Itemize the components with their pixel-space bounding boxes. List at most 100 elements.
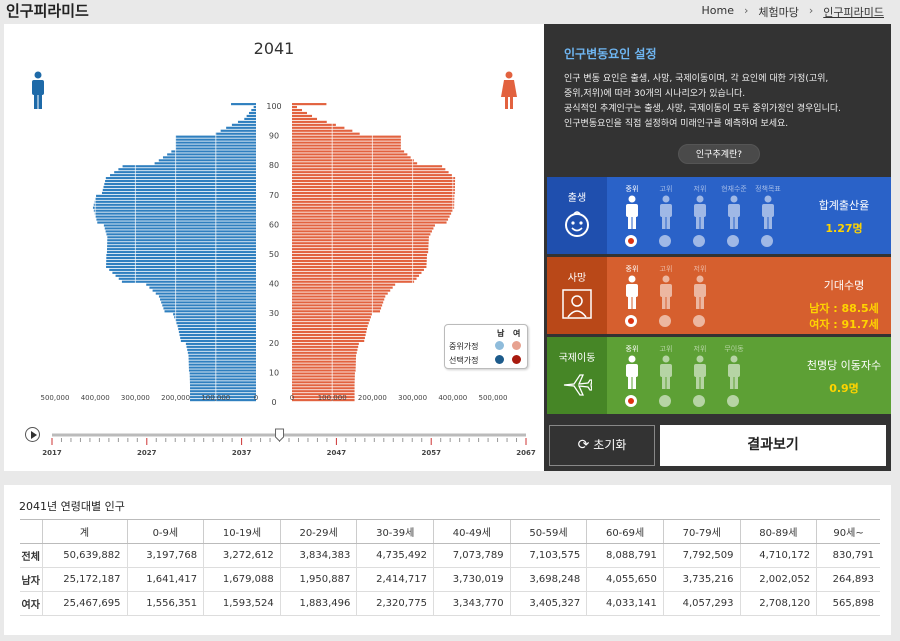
age-tick-label: 40: [269, 280, 279, 289]
male-age-bar: [189, 381, 256, 384]
migration-option-high[interactable]: 고위: [649, 344, 683, 412]
reset-button[interactable]: ⟳ 초기화: [549, 425, 655, 466]
migration-option-low[interactable]: 저위: [683, 344, 717, 412]
birth-option-policy-target[interactable]: 정책목표: [751, 184, 785, 252]
female-age-bar: [292, 129, 353, 132]
table-cell: 3,834,383: [279, 543, 357, 568]
radio[interactable]: [659, 315, 671, 327]
pyramid-panel: 0 10 20 30 40 50 60 70 80 90 100 500,000 400,000 300,…: [4, 24, 544, 471]
timeline-year-label: 2067: [516, 449, 536, 457]
female-age-bar: [292, 191, 455, 194]
male-age-bar: [107, 248, 257, 251]
birth-option-high[interactable]: 고위: [649, 184, 683, 252]
view-results-button[interactable]: 결과보기: [660, 425, 886, 466]
male-age-bar: [106, 233, 256, 236]
timeline-handle[interactable]: [275, 428, 285, 442]
person-icon: [694, 355, 706, 389]
table-header-row: 계 0-9세 10-19세 20-29세 30-39세 40-49세 50-59…: [20, 519, 880, 544]
male-age-bar: [160, 298, 256, 301]
male-age-bar: [187, 348, 256, 351]
radio[interactable]: [659, 395, 671, 407]
age-tick-label: 60: [269, 220, 279, 229]
option-label: 현재수준: [721, 185, 747, 193]
person-icon: [660, 275, 672, 309]
male-age-bar: [107, 236, 256, 239]
table-header: [20, 519, 42, 544]
table-cell: 1,641,417: [126, 567, 204, 592]
birth-factor: 출생 중위 고위 저위: [547, 177, 891, 254]
female-age-bar: [292, 283, 396, 286]
female-age-bar: [292, 254, 428, 257]
female-age-bar: [292, 153, 408, 156]
male-age-bar: [248, 111, 256, 115]
male-age-bar: [107, 239, 256, 242]
death-option-low[interactable]: 저위: [683, 264, 717, 332]
desc-line: 공식적인 추계인구는 출생, 사망, 국제이동이 모두 중위가정인 경우입니다.: [564, 104, 842, 114]
birth-option-median[interactable]: 중위: [615, 184, 649, 252]
female-age-bar: [292, 233, 431, 236]
migration-option-median[interactable]: 중위: [615, 344, 649, 412]
death-option-median[interactable]: 중위: [615, 264, 649, 332]
radio-selected[interactable]: [625, 315, 637, 327]
table-header: 90세~: [816, 519, 880, 544]
breadcrumb-current[interactable]: 인구피라미드: [823, 6, 884, 19]
radio[interactable]: [727, 235, 739, 247]
radio[interactable]: [693, 395, 705, 407]
female-age-bar: [292, 390, 355, 393]
female-age-bar: [292, 245, 429, 248]
male-age-bar: [188, 366, 256, 369]
female-age-bar: [292, 387, 355, 390]
female-age-bar: [292, 168, 446, 171]
table-header: 50-59세: [509, 519, 587, 544]
x-tick-label: 100,000: [318, 394, 347, 402]
table-header: 계: [41, 519, 128, 544]
migration-option-no-migration[interactable]: 무이동: [717, 344, 751, 412]
radio[interactable]: [727, 395, 739, 407]
age-tick-label: 50: [269, 250, 279, 259]
legend-female-selected-dot: [512, 355, 521, 364]
radio-selected[interactable]: [625, 235, 637, 247]
table-row: 남자 25,172,187 1,641,417 1,679,088 1,950,…: [20, 567, 880, 592]
male-age-bar: [115, 274, 256, 277]
table-cell: 7,792,509: [662, 543, 741, 568]
female-age-bar: [292, 236, 429, 239]
elderly-person-icon: [562, 289, 592, 319]
table-cell: 3,730,019: [433, 567, 511, 592]
settings-panel: 인구변동요인 설정 인구 변동 요인은 출생, 사망, 국제이동이며, 각 요인…: [544, 24, 891, 471]
male-age-bar: [189, 372, 256, 375]
male-age-bar: [161, 301, 256, 304]
male-age-bar: [188, 357, 256, 360]
male-age-bar: [171, 150, 256, 153]
radio[interactable]: [659, 235, 671, 247]
death-option-high[interactable]: 고위: [649, 264, 683, 332]
male-age-bar: [190, 390, 256, 393]
option-label: 정책목표: [755, 185, 781, 193]
birth-option-current-level[interactable]: 현재수준: [717, 184, 751, 252]
table-cell: 3,405,327: [509, 591, 587, 616]
migration-label-col: 국제이동: [547, 337, 607, 414]
birth-option-low[interactable]: 저위: [683, 184, 717, 252]
male-age-bar: [190, 384, 256, 387]
male-age-bar: [190, 399, 256, 402]
table-header: 40-49세: [433, 519, 511, 544]
life-expectancy-male: 남자 : 88.5세: [809, 302, 879, 315]
female-age-bar: [292, 224, 435, 227]
breadcrumb-experience[interactable]: 체험마당: [758, 6, 799, 19]
radio[interactable]: [693, 315, 705, 327]
play-button[interactable]: [25, 427, 40, 442]
male-age-bar: [97, 221, 257, 224]
female-age-bar: [292, 221, 447, 224]
female-age-bar: [292, 259, 427, 263]
person-icon: [694, 275, 706, 309]
legend-male-header: 남: [497, 329, 505, 338]
breadcrumb-home[interactable]: Home: [701, 4, 734, 17]
male-age-bar: [177, 325, 256, 328]
female-age-bar: [292, 262, 427, 266]
radio[interactable]: [761, 235, 773, 247]
male-age-bar: [190, 393, 256, 396]
male-age-bar: [112, 271, 256, 274]
female-age-bar: [292, 393, 355, 396]
radio[interactable]: [693, 235, 705, 247]
population-projection-info-button[interactable]: 인구추계란?: [678, 144, 760, 164]
radio-selected[interactable]: [625, 395, 637, 407]
